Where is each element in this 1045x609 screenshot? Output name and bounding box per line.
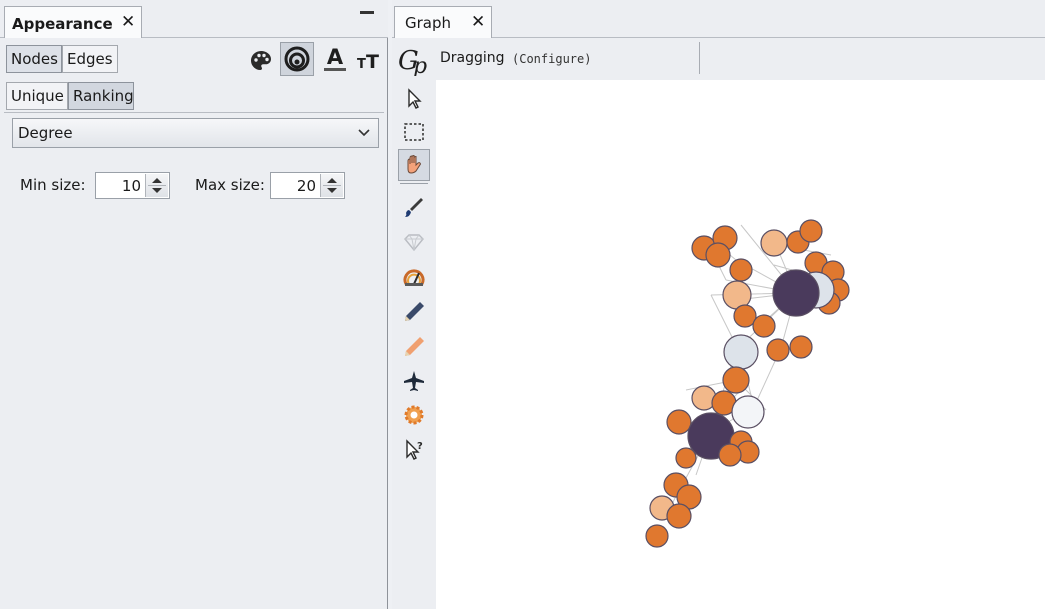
- svg-text:G: G: [398, 46, 419, 76]
- graph-tab[interactable]: Graph ✕: [394, 6, 492, 38]
- graph-node[interactable]: [729, 258, 753, 282]
- graph-node[interactable]: [723, 334, 759, 370]
- drag-icon[interactable]: [398, 149, 430, 181]
- unique-tab[interactable]: Unique: [6, 82, 68, 110]
- attribute-dropdown[interactable]: Degree: [12, 118, 379, 148]
- nodes-tab[interactable]: Nodes: [6, 45, 62, 73]
- graph-node[interactable]: [645, 524, 669, 548]
- toolbar-separator: [699, 42, 700, 74]
- graph-mode-bar: Dragging (Configure): [436, 40, 1045, 80]
- graph-node[interactable]: [718, 443, 742, 467]
- spinner-arrows[interactable]: [320, 174, 343, 197]
- minimize-icon[interactable]: [360, 11, 374, 14]
- graph-node[interactable]: [752, 314, 776, 338]
- appearance-toolbar: Nodes Edges A: [4, 42, 384, 76]
- label-color-icon[interactable]: A: [322, 45, 348, 73]
- attribute-dropdown-value: Degree: [18, 124, 73, 142]
- svg-text:A: A: [327, 45, 344, 69]
- appearance-tab-bar: Appearance ✕: [0, 0, 388, 38]
- appearance-panel: Appearance ✕ Nodes Edges A: [0, 0, 388, 609]
- graph-node[interactable]: [722, 366, 750, 394]
- svg-text:T: T: [357, 57, 366, 72]
- graph-node[interactable]: [733, 304, 757, 328]
- close-icon[interactable]: ✕: [471, 12, 486, 32]
- min-size-value: 10: [121, 177, 141, 195]
- size-icon[interactable]: [280, 42, 314, 76]
- svg-text:?: ?: [417, 441, 423, 452]
- rectangle-selection-icon[interactable]: [401, 119, 427, 145]
- graph-node[interactable]: [789, 335, 813, 359]
- graph-tab-bar: Graph ✕: [392, 0, 1045, 38]
- gephi-logo-icon: G p: [396, 42, 434, 79]
- max-size-label: Max size:: [195, 176, 265, 194]
- graph-window: Graph ✕ G p: [392, 0, 1045, 609]
- painter-icon[interactable]: [401, 195, 427, 221]
- graph-network[interactable]: [436, 80, 1045, 609]
- graph-node[interactable]: [731, 395, 765, 429]
- min-size-label: Min size:: [20, 176, 86, 194]
- edge-pencil-icon[interactable]: [401, 299, 427, 325]
- close-icon[interactable]: ✕: [121, 12, 136, 32]
- graph-tab-title: Graph: [405, 14, 452, 32]
- palette-icon[interactable]: [249, 49, 273, 73]
- toolbar-separator: [400, 183, 428, 184]
- configure-link[interactable]: (Configure): [512, 52, 592, 66]
- appearance-tab-title: Appearance: [12, 15, 113, 33]
- node-pencil-icon[interactable]: [401, 334, 427, 360]
- current-mode-label: Dragging: [440, 50, 505, 66]
- shortest-path-icon[interactable]: [401, 368, 427, 394]
- graph-canvas[interactable]: [436, 80, 1045, 609]
- graph-node[interactable]: [705, 242, 731, 268]
- nodes[interactable]: [645, 219, 850, 548]
- transformer-mode-tabs: Unique Ranking: [4, 80, 384, 113]
- chevron-down-icon: [358, 129, 370, 137]
- min-size-spinner[interactable]: 10: [95, 172, 170, 199]
- direct-selection-icon[interactable]: [401, 86, 427, 112]
- edit-help-icon[interactable]: ?: [401, 437, 427, 463]
- ranking-tab[interactable]: Ranking: [68, 82, 134, 110]
- graph-node[interactable]: [666, 409, 692, 435]
- heatmap-icon[interactable]: [401, 264, 427, 290]
- spinner-arrows[interactable]: [145, 174, 168, 197]
- size-modifier-icon[interactable]: [401, 229, 427, 255]
- svg-text:T: T: [366, 51, 379, 73]
- appearance-tab[interactable]: Appearance ✕: [4, 6, 142, 38]
- svg-text:p: p: [413, 54, 427, 76]
- diffusion-icon[interactable]: [401, 402, 427, 428]
- edges-tab[interactable]: Edges: [62, 45, 118, 73]
- max-size-value: 20: [296, 177, 316, 195]
- graph-node[interactable]: [799, 219, 823, 243]
- max-size-spinner[interactable]: 20: [270, 172, 345, 199]
- graph-node[interactable]: [772, 269, 820, 317]
- graph-node[interactable]: [766, 338, 790, 362]
- graph-tools-toolbar: G p: [392, 40, 436, 609]
- graph-node[interactable]: [760, 229, 788, 257]
- graph-node[interactable]: [666, 503, 692, 529]
- label-size-icon[interactable]: T T: [356, 47, 384, 73]
- graph-node[interactable]: [675, 447, 697, 469]
